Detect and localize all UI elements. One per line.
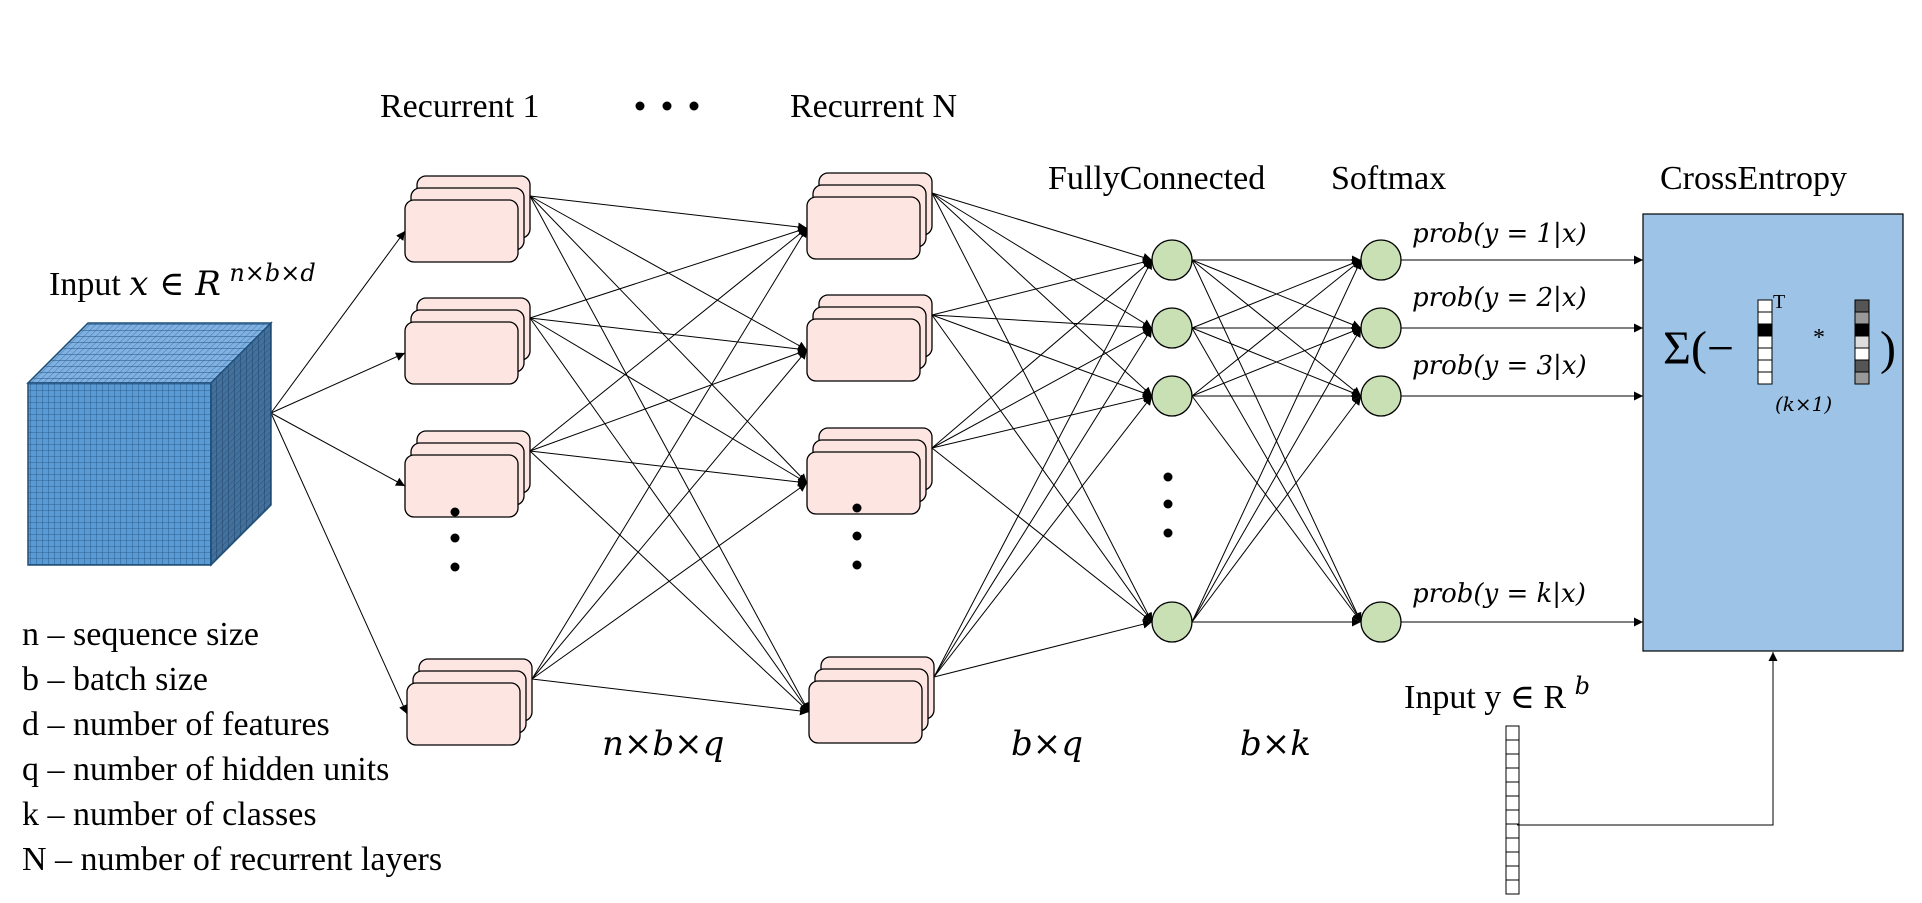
softmax-neuron xyxy=(1360,601,1402,643)
formula-transpose: T xyxy=(1773,291,1785,313)
edge-input-to-r1 xyxy=(270,412,406,487)
legend: n – sequence size b – batch size d – num… xyxy=(22,612,442,882)
edge-rn-to-fc xyxy=(931,393,1153,449)
edge-rn-to-fc xyxy=(933,259,1153,678)
prob-label: prob(y = 2|x) xyxy=(1412,283,1587,313)
legend-item-k: k – number of classes xyxy=(22,796,317,833)
edge-r1-to-rn xyxy=(531,678,810,716)
edge-rn-to-fc xyxy=(931,259,1153,449)
edge-rn-to-fc xyxy=(931,314,1153,398)
prediction-vector xyxy=(1757,299,1773,385)
crossentropy-formula: Σ(− T (k×1) * ) xyxy=(1663,291,1896,416)
edge-input-to-r1 xyxy=(270,230,406,414)
edge-fc-to-softmax xyxy=(1191,327,1362,397)
recurrent-n-cell xyxy=(806,294,933,382)
edge-fc-to-softmax xyxy=(1191,395,1362,623)
probability-labels: prob(y = 1|x) prob(y = 2|x) prob(y = 3|x) p… xyxy=(1412,219,1587,609)
recurrent-layers xyxy=(404,172,935,746)
recurrent-1-cell xyxy=(406,658,533,746)
edge-rn-to-fc xyxy=(931,192,1153,262)
edge-r1-to-rn xyxy=(531,349,808,680)
ellipsis-dots xyxy=(450,101,1173,572)
y-to-crossentropy-arrow xyxy=(1517,652,1778,826)
edge-rn-to-fc xyxy=(931,192,1153,623)
edge-r1-to-rn xyxy=(529,348,808,452)
connection-lines xyxy=(270,192,1643,716)
input-tensor-cube xyxy=(26,321,273,567)
formula-sigma: Σ(− xyxy=(1663,322,1734,375)
softmax-neuron xyxy=(1360,307,1402,349)
edge-rn-to-fc xyxy=(931,314,1153,623)
edge-input-to-r1 xyxy=(270,412,408,715)
edge-r1-to-rn xyxy=(529,227,808,452)
fully-connected-neuron xyxy=(1151,307,1193,349)
edge-fc-to-softmax xyxy=(1191,327,1362,623)
edge-rn-to-fc xyxy=(931,447,1153,623)
input-y-label: Input y ∈ R b xyxy=(1404,672,1590,716)
fully-connected-neuron xyxy=(1151,239,1193,281)
recurrent-n-label: Recurrent N xyxy=(790,88,957,125)
recurrent-n-cell xyxy=(806,427,933,515)
edge-fc-to-softmax xyxy=(1191,259,1362,623)
recurrent-1-cell xyxy=(404,430,531,518)
edge-rn-to-fc xyxy=(933,619,1153,678)
recurrent-1-cell xyxy=(404,175,531,263)
legend-item-q: q – number of hidden units xyxy=(22,751,390,788)
legend-item-b: b – batch size xyxy=(22,661,208,698)
edge-rn-to-fc xyxy=(931,327,1153,449)
label-vector xyxy=(1854,299,1870,385)
input-x-label: Input x ∈ R n×b×d xyxy=(49,259,316,304)
fully-connected-label: FullyConnected xyxy=(1048,160,1265,197)
prob-label: prob(y = 3|x) xyxy=(1412,351,1587,381)
fully-connected-neuron xyxy=(1151,601,1193,643)
edge-r1-to-rn xyxy=(529,226,808,319)
edge-r1-to-rn xyxy=(529,450,808,487)
dim-bq: b×q xyxy=(1011,724,1083,764)
recurrent-1-label: Recurrent 1 xyxy=(380,88,540,125)
edge-rn-to-fc xyxy=(931,257,1153,316)
prob-label: prob(y = 1|x) xyxy=(1412,219,1587,249)
legend-item-d: d – number of features xyxy=(22,706,330,743)
edge-input-to-r1 xyxy=(270,352,406,414)
crossentropy-label: CrossEntropy xyxy=(1660,160,1847,197)
prob-label: prob(y = k|x) xyxy=(1412,579,1586,609)
crossentropy-box xyxy=(1642,213,1904,652)
softmax-label: Softmax xyxy=(1331,160,1446,197)
edge-rn-to-fc xyxy=(931,192,1153,397)
edge-rn-to-fc xyxy=(931,314,1153,332)
edge-fc-to-softmax xyxy=(1191,259,1362,397)
recurrent-n-cell xyxy=(806,172,933,260)
recurrent-1-cell xyxy=(404,297,531,385)
recurrent-n-cell xyxy=(808,656,935,744)
edge-r1-to-rn xyxy=(531,227,808,680)
dim-bk: b×k xyxy=(1240,724,1311,764)
dim-nbq: n×b×q xyxy=(602,724,724,764)
edge-r1-to-rn xyxy=(531,482,808,680)
legend-item-N: N – number of recurrent layers xyxy=(22,841,443,878)
edge-r1-to-rn xyxy=(529,317,808,354)
softmax-neuron xyxy=(1360,239,1402,281)
softmax-neuron xyxy=(1360,375,1402,417)
edge-rn-to-fc xyxy=(933,395,1153,678)
input-y-vector xyxy=(1505,725,1520,895)
formula-close: ) xyxy=(1880,322,1896,375)
edge-rn-to-fc xyxy=(933,327,1153,678)
fully-connected-neuron xyxy=(1151,375,1193,417)
edge-rn-to-fc xyxy=(931,192,1153,329)
formula-dimension: (k×1) xyxy=(1775,392,1832,416)
formula-star: * xyxy=(1813,325,1825,351)
edge-r1-to-rn xyxy=(529,195,808,232)
edge-fc-to-softmax xyxy=(1191,259,1362,329)
legend-item-n: n – sequence size xyxy=(22,616,259,653)
neurons xyxy=(1151,239,1402,643)
